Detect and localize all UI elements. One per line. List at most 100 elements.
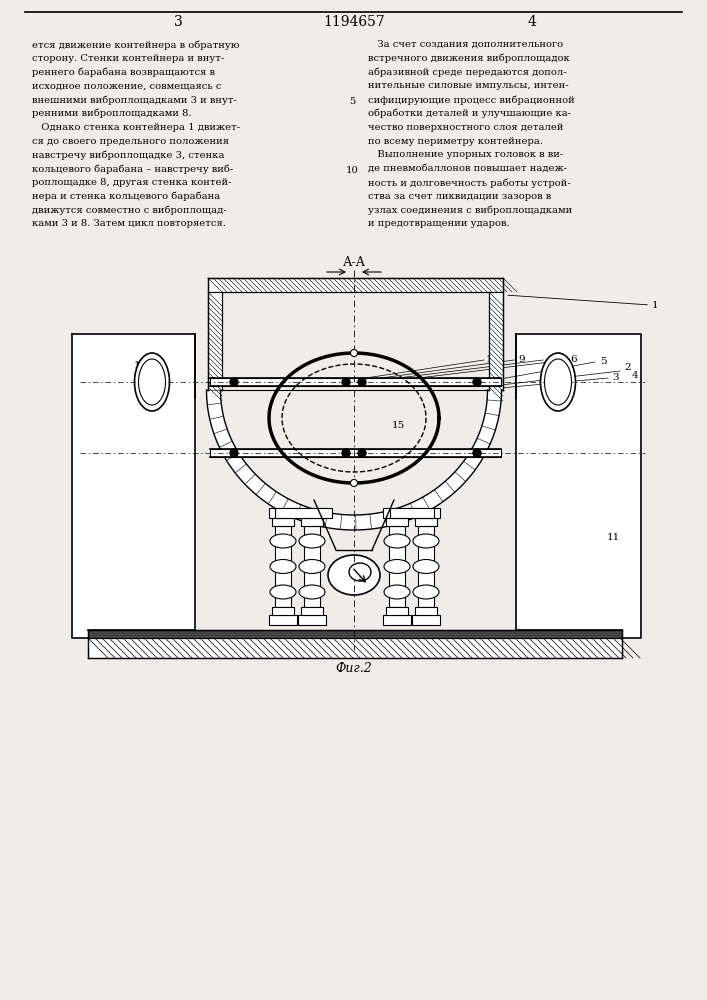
Text: движутся совместно с виброплощад-: движутся совместно с виброплощад- <box>32 206 227 215</box>
Ellipse shape <box>270 585 296 599</box>
Text: Однако стенка контейнера 1 движет-: Однако стенка контейнера 1 движет- <box>32 123 240 132</box>
Text: реннего барабана возвращаются в: реннего барабана возвращаются в <box>32 68 215 77</box>
Bar <box>208 292 222 390</box>
Bar <box>489 292 503 390</box>
Text: 1: 1 <box>652 300 658 310</box>
Text: 5: 5 <box>600 358 607 366</box>
Bar <box>383 615 411 625</box>
Text: нера и стенка кольцевого барабана: нера и стенка кольцевого барабана <box>32 192 221 201</box>
Bar <box>389 526 405 607</box>
Text: 12: 12 <box>334 576 346 584</box>
Bar <box>390 508 434 518</box>
Text: нительные силовые импульсы, интен-: нительные силовые импульсы, интен- <box>368 81 568 90</box>
Text: 9: 9 <box>519 356 525 364</box>
Bar <box>298 508 326 518</box>
Ellipse shape <box>328 555 380 595</box>
Ellipse shape <box>384 585 410 599</box>
Text: чество поверхностного слоя деталей: чество поверхностного слоя деталей <box>368 123 563 132</box>
Bar <box>208 278 503 292</box>
Ellipse shape <box>299 534 325 548</box>
Bar <box>88 638 622 658</box>
Text: А-А: А-А <box>342 255 366 268</box>
Circle shape <box>358 378 366 386</box>
PathPatch shape <box>206 390 501 530</box>
Ellipse shape <box>349 563 371 581</box>
Text: 10: 10 <box>346 166 358 175</box>
Ellipse shape <box>299 585 325 599</box>
Ellipse shape <box>270 534 296 548</box>
Circle shape <box>230 378 238 386</box>
Circle shape <box>473 378 481 386</box>
Bar <box>210 378 501 386</box>
Text: ность и долговечность работы устрой-: ность и долговечность работы устрой- <box>368 178 571 188</box>
Text: сторону. Стенки контейнера и внут-: сторону. Стенки контейнера и внут- <box>32 54 224 63</box>
Bar <box>386 518 408 526</box>
Text: 15: 15 <box>392 420 404 430</box>
Text: 4: 4 <box>527 15 537 29</box>
Text: внешними виброплощадками 3 и внут-: внешними виброплощадками 3 и внут- <box>32 95 237 105</box>
Bar <box>415 518 437 526</box>
Text: 10: 10 <box>486 356 498 364</box>
Bar <box>415 607 437 615</box>
Text: исходное положение, совмещаясь с: исходное положение, совмещаясь с <box>32 81 221 90</box>
Text: ренними виброплощадками 8.: ренними виброплощадками 8. <box>32 109 192 118</box>
Ellipse shape <box>299 560 325 574</box>
Ellipse shape <box>134 353 170 411</box>
Text: Выполнение упорных головок в ви-: Выполнение упорных головок в ви- <box>368 150 563 159</box>
Text: роплощадке 8, другая стенка контей-: роплощадке 8, другая стенка контей- <box>32 178 231 187</box>
Text: 7: 7 <box>548 356 554 364</box>
Polygon shape <box>72 334 195 638</box>
Ellipse shape <box>413 534 439 548</box>
Text: обработки деталей и улучшающие ка-: обработки деталей и улучшающие ка- <box>368 109 571 118</box>
Text: ся до своего предельного положения: ся до своего предельного положения <box>32 137 229 146</box>
Ellipse shape <box>270 560 296 574</box>
Ellipse shape <box>413 585 439 599</box>
Circle shape <box>351 350 358 357</box>
Text: узлах соединения с виброплощадками: узлах соединения с виброплощадками <box>368 206 572 215</box>
Text: 6: 6 <box>571 356 578 364</box>
Text: 4: 4 <box>631 370 638 379</box>
Bar <box>301 607 323 615</box>
Bar <box>301 518 323 526</box>
Text: де пневмобаллонов повышает надеж-: де пневмобаллонов повышает надеж- <box>368 164 567 173</box>
Circle shape <box>358 449 366 457</box>
Circle shape <box>342 378 350 386</box>
Text: 3: 3 <box>174 15 182 29</box>
Text: и предотвращении ударов.: и предотвращении ударов. <box>368 219 510 228</box>
Text: 14: 14 <box>134 360 146 369</box>
Text: ками 3 и 8. Затем цикл повторяется.: ками 3 и 8. Затем цикл повторяется. <box>32 219 226 228</box>
Circle shape <box>473 449 481 457</box>
Ellipse shape <box>384 560 410 574</box>
Text: 2: 2 <box>625 363 631 372</box>
Bar <box>88 630 622 638</box>
Text: 11: 11 <box>607 534 619 542</box>
Text: навстречу виброплощадке 3, стенка: навстречу виброплощадке 3, стенка <box>32 150 225 160</box>
Text: кольцевого барабана – навстречу виб-: кольцевого барабана – навстречу виб- <box>32 164 233 174</box>
Ellipse shape <box>384 534 410 548</box>
Polygon shape <box>516 334 641 638</box>
Ellipse shape <box>413 560 439 574</box>
Text: За счет создания дополнительного: За счет создания дополнительного <box>368 40 563 49</box>
Bar <box>304 526 320 607</box>
Text: ется движение контейнера в обратную: ется движение контейнера в обратную <box>32 40 240 49</box>
Bar <box>275 526 291 607</box>
Bar <box>298 615 326 625</box>
Text: ства за счет ликвидации зазоров в: ства за счет ликвидации зазоров в <box>368 192 551 201</box>
Bar <box>383 508 411 518</box>
Ellipse shape <box>540 353 575 411</box>
Bar <box>269 615 297 625</box>
Circle shape <box>351 480 358 487</box>
Ellipse shape <box>544 359 571 405</box>
Text: абразивной среде передаются допол-: абразивной среде передаются допол- <box>368 68 566 77</box>
Bar <box>272 607 294 615</box>
Bar <box>275 508 332 518</box>
Bar <box>272 518 294 526</box>
Bar <box>386 607 408 615</box>
Bar <box>412 508 440 518</box>
Bar <box>418 526 434 607</box>
Text: Fб: Fб <box>388 587 402 596</box>
Text: 3: 3 <box>613 373 619 382</box>
Bar <box>269 508 297 518</box>
Text: сифицирующие процесс вибрационной: сифицирующие процесс вибрационной <box>368 95 575 105</box>
Ellipse shape <box>139 359 165 405</box>
